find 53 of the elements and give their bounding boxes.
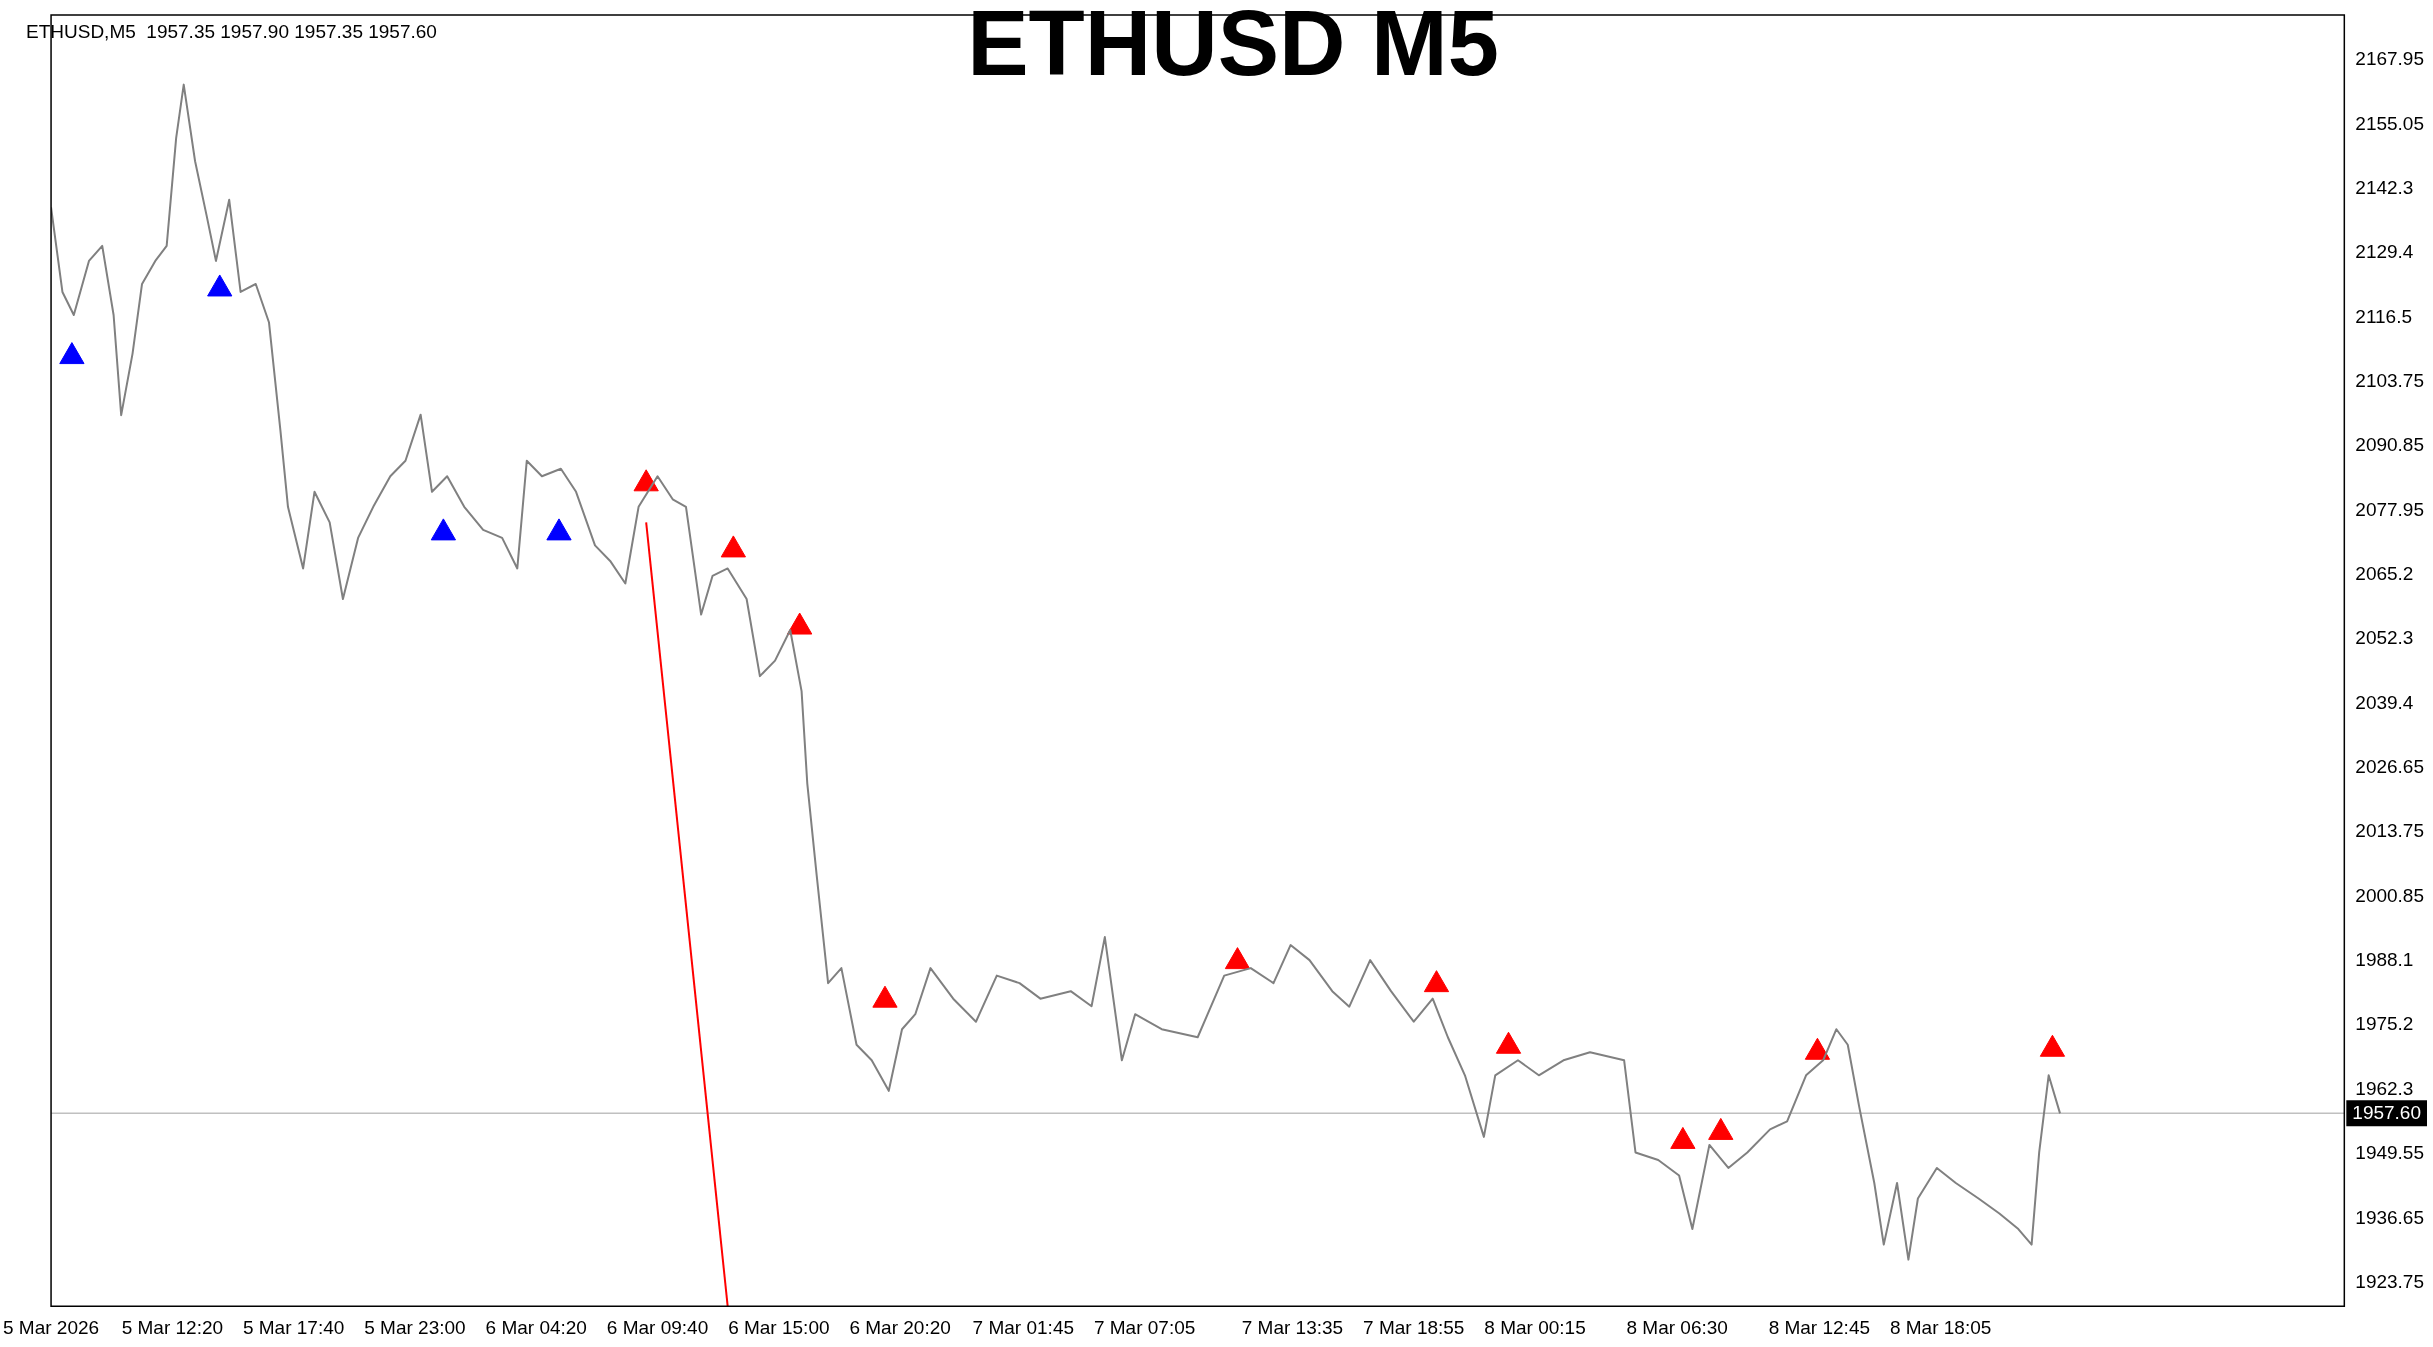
y-tick-label: 1949.55 — [2355, 1141, 2425, 1163]
point — [207, 274, 233, 297]
point — [720, 535, 746, 558]
x-tick-label: 5 Mar 12:20 — [121, 1316, 224, 1338]
point — [430, 518, 456, 541]
x-tick-label: 5 Mar 23:00 — [364, 1316, 466, 1338]
x-tick-label: 6 Mar 09:40 — [606, 1316, 709, 1338]
y-tick-label: 2026.65 — [2355, 755, 2425, 777]
y-tick-label: 1975.2 — [2355, 1013, 2414, 1035]
point — [546, 518, 572, 541]
point — [59, 342, 85, 365]
y-tick-label: 2000.85 — [2355, 884, 2425, 906]
y-tick-label: 2077.95 — [2355, 498, 2425, 520]
y-tick-label: 1936.65 — [2355, 1206, 2425, 1228]
y-tick-label: 1962.3 — [2355, 1078, 2414, 1100]
point — [1804, 1037, 1831, 1060]
x-tick-label: 5 Mar 2026 — [2, 1316, 100, 1338]
point — [1670, 1126, 1696, 1149]
x-tick-label: 8 Mar 12:45 — [1768, 1316, 1871, 1338]
y-tick-label: 2090.85 — [2355, 434, 2425, 456]
x-tick-label: 6 Mar 04:20 — [485, 1316, 587, 1338]
x-tick-label: 8 Mar 00:15 — [1484, 1316, 1586, 1338]
y-tick-label: 2039.4 — [2355, 691, 2414, 713]
y-tick-label: 1988.1 — [2355, 948, 2414, 970]
point — [787, 612, 813, 635]
y-tick-label: 1923.75 — [2355, 1271, 2425, 1293]
point — [872, 985, 898, 1008]
x-tick-label: 7 Mar 01:45 — [972, 1316, 1075, 1338]
x-tick-label: 7 Mar 13:35 — [1241, 1316, 1344, 1338]
y-tick-label: 2116.5 — [2355, 305, 2413, 327]
x-tick-label: 7 Mar 18:55 — [1363, 1316, 1465, 1338]
point — [1224, 947, 1251, 970]
y-tick-label: 2167.95 — [2355, 48, 2425, 70]
point — [1708, 1117, 1734, 1140]
y-tick-label: 2052.3 — [2355, 627, 2414, 649]
point — [2039, 1034, 2066, 1057]
x-tick-label: 8 Mar 18:05 — [1889, 1316, 1992, 1338]
x-tick-label: 6 Mar 15:00 — [728, 1316, 830, 1338]
point — [633, 469, 659, 492]
x-tick-label: 5 Mar 17:40 — [242, 1316, 345, 1338]
y-tick-label: 2155.05 — [2355, 112, 2425, 134]
chart-title: ETHUSD M5 — [967, 0, 1499, 95]
y-tick-label: 2065.2 — [2355, 562, 2414, 584]
y-tick-label: 2142.3 — [2355, 176, 2414, 198]
point — [1495, 1031, 1522, 1054]
ref-line-label: 1957.60 — [2352, 1101, 2422, 1123]
x-tick-label: 6 Mar 20:20 — [849, 1316, 951, 1338]
y-tick-label: 2129.4 — [2355, 241, 2414, 263]
y-tick-label: 2103.75 — [2355, 369, 2425, 391]
x-tick-label: 7 Mar 07:05 — [1093, 1316, 1196, 1338]
x-tick-label: 8 Mar 06:30 — [1626, 1316, 1728, 1338]
point — [1423, 970, 1450, 993]
y-tick-label: 2013.75 — [2355, 820, 2425, 842]
